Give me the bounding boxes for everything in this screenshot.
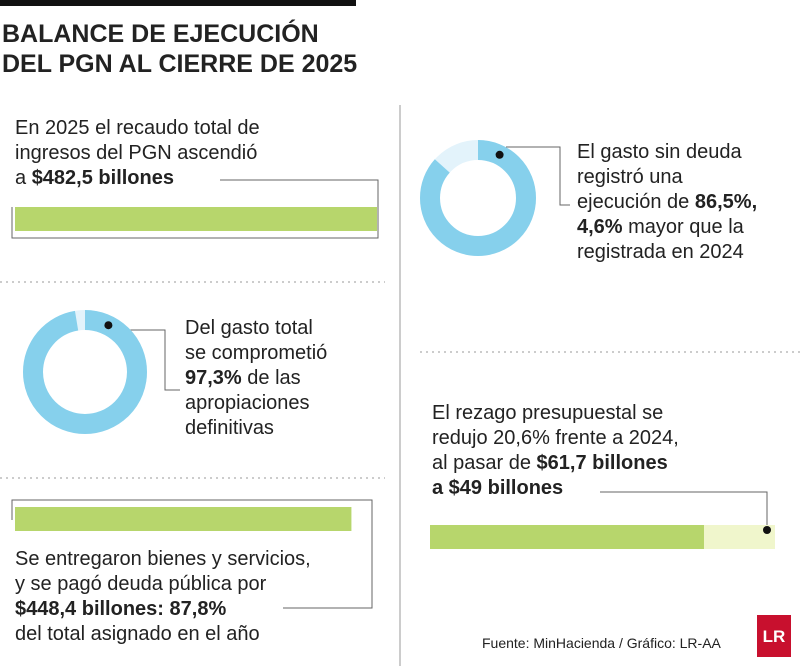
text-segment: apropiaciones — [185, 392, 310, 414]
text-segment: $482,5 billones — [32, 167, 174, 189]
bar — [430, 525, 704, 549]
text-segment: del total asignado en el año — [15, 623, 260, 645]
text-segment: 4,6% — [577, 216, 623, 238]
text-segment: 97,3% — [185, 367, 242, 389]
text-segment: se comprometió — [185, 342, 327, 364]
bar — [15, 507, 352, 531]
text-line: definitivas — [185, 417, 274, 439]
text-line: apropiaciones — [185, 392, 310, 414]
text-segment: a $49 billones — [432, 477, 563, 499]
text-line: al pasar de $61,7 billones — [432, 452, 668, 474]
text-segment: de las — [242, 367, 301, 389]
text-segment: registrada en 2024 — [577, 241, 744, 263]
text-line: El rezago presupuestal se — [432, 402, 663, 424]
text-segment: y se pagó deuda pública por — [15, 573, 267, 595]
title: BALANCE DE EJECUCIÓN — [2, 18, 319, 48]
donut-arc — [420, 140, 536, 256]
text-segment: ingresos del PGN ascendió — [15, 142, 257, 164]
text-segment: Del gasto total — [185, 317, 313, 339]
logo-box — [757, 615, 791, 657]
connector — [600, 491, 768, 530]
text-line: registró una — [577, 166, 683, 188]
text-line: a $482,5 billones — [15, 167, 174, 189]
text-line: se comprometió — [185, 342, 327, 364]
text-segment: Se entregaron bienes y servicios, — [15, 548, 311, 570]
text-line: registrada en 2024 — [577, 241, 744, 263]
bar-dot — [763, 526, 771, 534]
text-line: 4,6% mayor que la — [577, 216, 745, 238]
text-segment: mayor que la — [623, 216, 745, 238]
text-line: Del gasto total — [185, 317, 313, 339]
text-segment: $61,7 billones — [537, 452, 668, 474]
text-segment: al pasar de — [432, 452, 537, 474]
text-line: ejecución de 86,5%, — [577, 191, 757, 213]
text-line: 97,3% de las — [185, 367, 301, 389]
text-line: El gasto sin deuda — [577, 141, 742, 163]
connector — [506, 146, 570, 206]
text-segment: ejecución de — [577, 191, 695, 213]
text-line: $448,4 billones: 87,8% — [15, 598, 226, 620]
title: DEL PGN AL CIERRE DE 2025 — [2, 50, 357, 78]
top-rule — [0, 0, 356, 6]
text-line: a $49 billones — [432, 477, 563, 499]
text-segment: registró una — [577, 166, 683, 188]
bar — [15, 207, 377, 231]
text-line: ingresos del PGN ascendió — [15, 142, 257, 164]
logo: LR — [763, 627, 786, 646]
connector — [11, 499, 373, 609]
donut-dot — [495, 150, 504, 159]
source: Fuente: MinHacienda / Gráfico: LR-AA — [482, 635, 722, 651]
text-line: y se pagó deuda pública por — [15, 573, 267, 595]
text-line: En 2025 el recaudo total de — [15, 117, 260, 139]
text-line: Se entregaron bienes y servicios, — [15, 548, 311, 570]
text-segment: a — [15, 167, 32, 189]
text-segment: $448,4 billones: 87,8% — [15, 598, 226, 620]
donut-arc — [23, 310, 147, 434]
connector — [11, 179, 379, 239]
connector — [108, 329, 180, 391]
text-segment: El rezago presupuestal se — [432, 402, 663, 424]
text-segment: redujo 20,6% frente a 2024, — [432, 427, 679, 449]
text-line: del total asignado en el año — [15, 623, 260, 645]
text-line: redujo 20,6% frente a 2024, — [432, 427, 679, 449]
text-segment: definitivas — [185, 417, 274, 439]
text-segment: 86,5%, — [695, 191, 757, 213]
text-segment: El gasto sin deuda — [577, 141, 742, 163]
donut-dot — [104, 321, 113, 330]
text-segment: En 2025 el recaudo total de — [15, 117, 260, 139]
